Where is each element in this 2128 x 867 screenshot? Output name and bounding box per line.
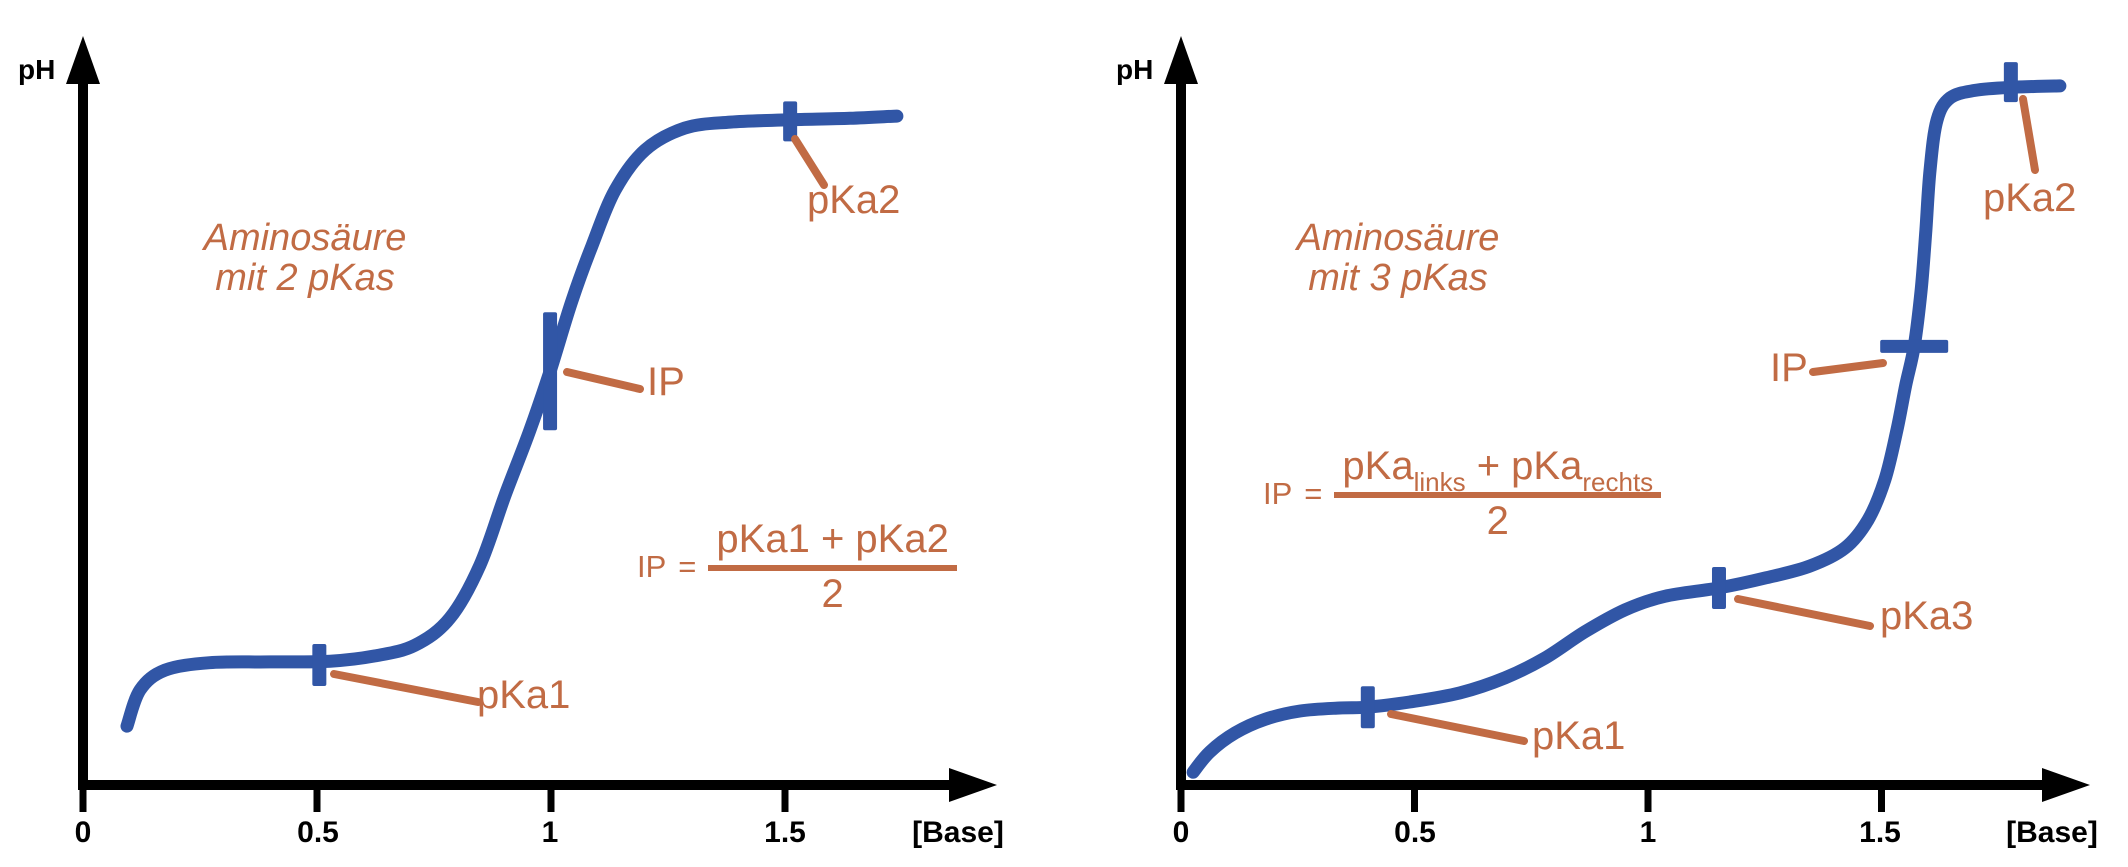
- right-pka3-label: pKa3: [1880, 594, 1974, 638]
- left-x-tick-1: 1: [541, 816, 559, 849]
- left-y-axis-arrowhead: [66, 36, 100, 84]
- left-x-axis-tick-1: [313, 785, 321, 812]
- right-ip-leader-line: [1809, 359, 1887, 376]
- right-pka2-marker: [2003, 62, 2018, 103]
- right-x-tick-0: 0: [1172, 816, 1190, 849]
- right-titration-curve: [1186, 79, 2067, 779]
- left-pka1-leader-line: [330, 670, 482, 706]
- right-chart-title-line1: Aminosäure: [1296, 217, 1500, 259]
- right-x-axis-label: [Base]: [2006, 816, 2098, 849]
- right-ip-label: IP: [1770, 346, 1808, 390]
- right-ip-formula: IP = pKalinks + pKarechts 2: [1263, 444, 1662, 543]
- left-pka2-label: pKa2: [807, 178, 901, 222]
- left-titration-curve: [120, 109, 904, 733]
- left-x-axis-label: [Base]: [912, 816, 1004, 849]
- right-chart-title: Aminosäure mit 3 pKas: [1297, 218, 1500, 298]
- right-x-axis-tick-1: [1411, 785, 1418, 812]
- left-x-tick-0: 0: [74, 816, 92, 849]
- left-formula-equals: =: [678, 549, 697, 584]
- left-ip-label: IP: [647, 360, 685, 404]
- right-x-tick-0-5: 0.5: [1394, 816, 1436, 849]
- left-ip-leader-line: [563, 368, 644, 393]
- right-chart-title-line2: mit 3 pKas: [1308, 257, 1488, 299]
- left-formula-lhs: IP: [637, 549, 667, 584]
- left-chart-title-line1: Aminosäure: [203, 217, 407, 259]
- left-ip-marker: [543, 312, 558, 431]
- right-x-axis-tick-2: [1644, 785, 1652, 812]
- left-x-tick-1-5: 1.5: [764, 816, 806, 849]
- right-formula-num-sub-rechts: rechts: [1582, 467, 1654, 497]
- left-x-axis-tick-2: [547, 785, 555, 812]
- right-formula-num-sub-links: links: [1413, 467, 1466, 497]
- left-pka2-leader-line: [791, 135, 828, 189]
- right-x-tick-1-5: 1.5: [1859, 816, 1901, 849]
- right-formula-num-base2: + pKa: [1465, 444, 1583, 488]
- right-pka2-leader-line: [2019, 95, 2039, 174]
- left-y-axis-label: pH: [18, 54, 56, 85]
- right-x-axis-arrowhead: [2042, 768, 2090, 802]
- right-pka1-label: pKa1: [1532, 714, 1626, 758]
- right-formula-equals: =: [1304, 476, 1323, 511]
- right-pka1-leader-line: [1387, 710, 1528, 745]
- right-formula-denominator: 2: [1486, 499, 1509, 543]
- left-x-axis-arrowhead: [949, 768, 997, 802]
- right-formula-num-base1: pKa: [1342, 444, 1414, 488]
- left-formula-fraction: pKa1 + pKa2 2: [708, 519, 957, 616]
- left-pka1-marker: [312, 643, 327, 686]
- right-formula-numerator: pKalinks + pKarechts: [1334, 444, 1662, 498]
- left-x-tick-0-5: 0.5: [297, 816, 339, 849]
- right-ip-marker: [1880, 339, 1949, 353]
- left-pka2-marker: [783, 101, 798, 142]
- right-formula-lhs: IP: [1263, 476, 1293, 511]
- right-pka3-marker: [1711, 566, 1726, 609]
- right-y-axis-label: pH: [1116, 54, 1154, 85]
- right-x-axis-tick-0: [1177, 785, 1185, 812]
- right-formula-fraction: pKalinks + pKarechts 2: [1334, 444, 1662, 543]
- right-pka2-label: pKa2: [1983, 176, 2077, 220]
- left-formula-numerator: pKa1 + pKa2: [708, 519, 957, 571]
- left-x-axis-tick-3: [781, 785, 789, 812]
- left-chart-title: Aminosäure mit 2 pKas: [204, 218, 407, 298]
- right-pka1-marker: [1360, 686, 1375, 729]
- left-chart-title-line2: mit 2 pKas: [215, 257, 395, 299]
- right-x-tick-1: 1: [1639, 816, 1657, 849]
- left-formula-denominator: 2: [821, 572, 844, 616]
- right-y-axis-arrowhead: [1164, 36, 1198, 84]
- left-x-axis-tick-0: [79, 785, 87, 812]
- left-pka1-label: pKa1: [477, 673, 571, 717]
- left-ip-formula: IP = pKa1 + pKa2 2: [637, 519, 957, 614]
- right-pka3-leader-line: [1734, 595, 1874, 630]
- right-x-axis-tick-3: [1878, 785, 1885, 812]
